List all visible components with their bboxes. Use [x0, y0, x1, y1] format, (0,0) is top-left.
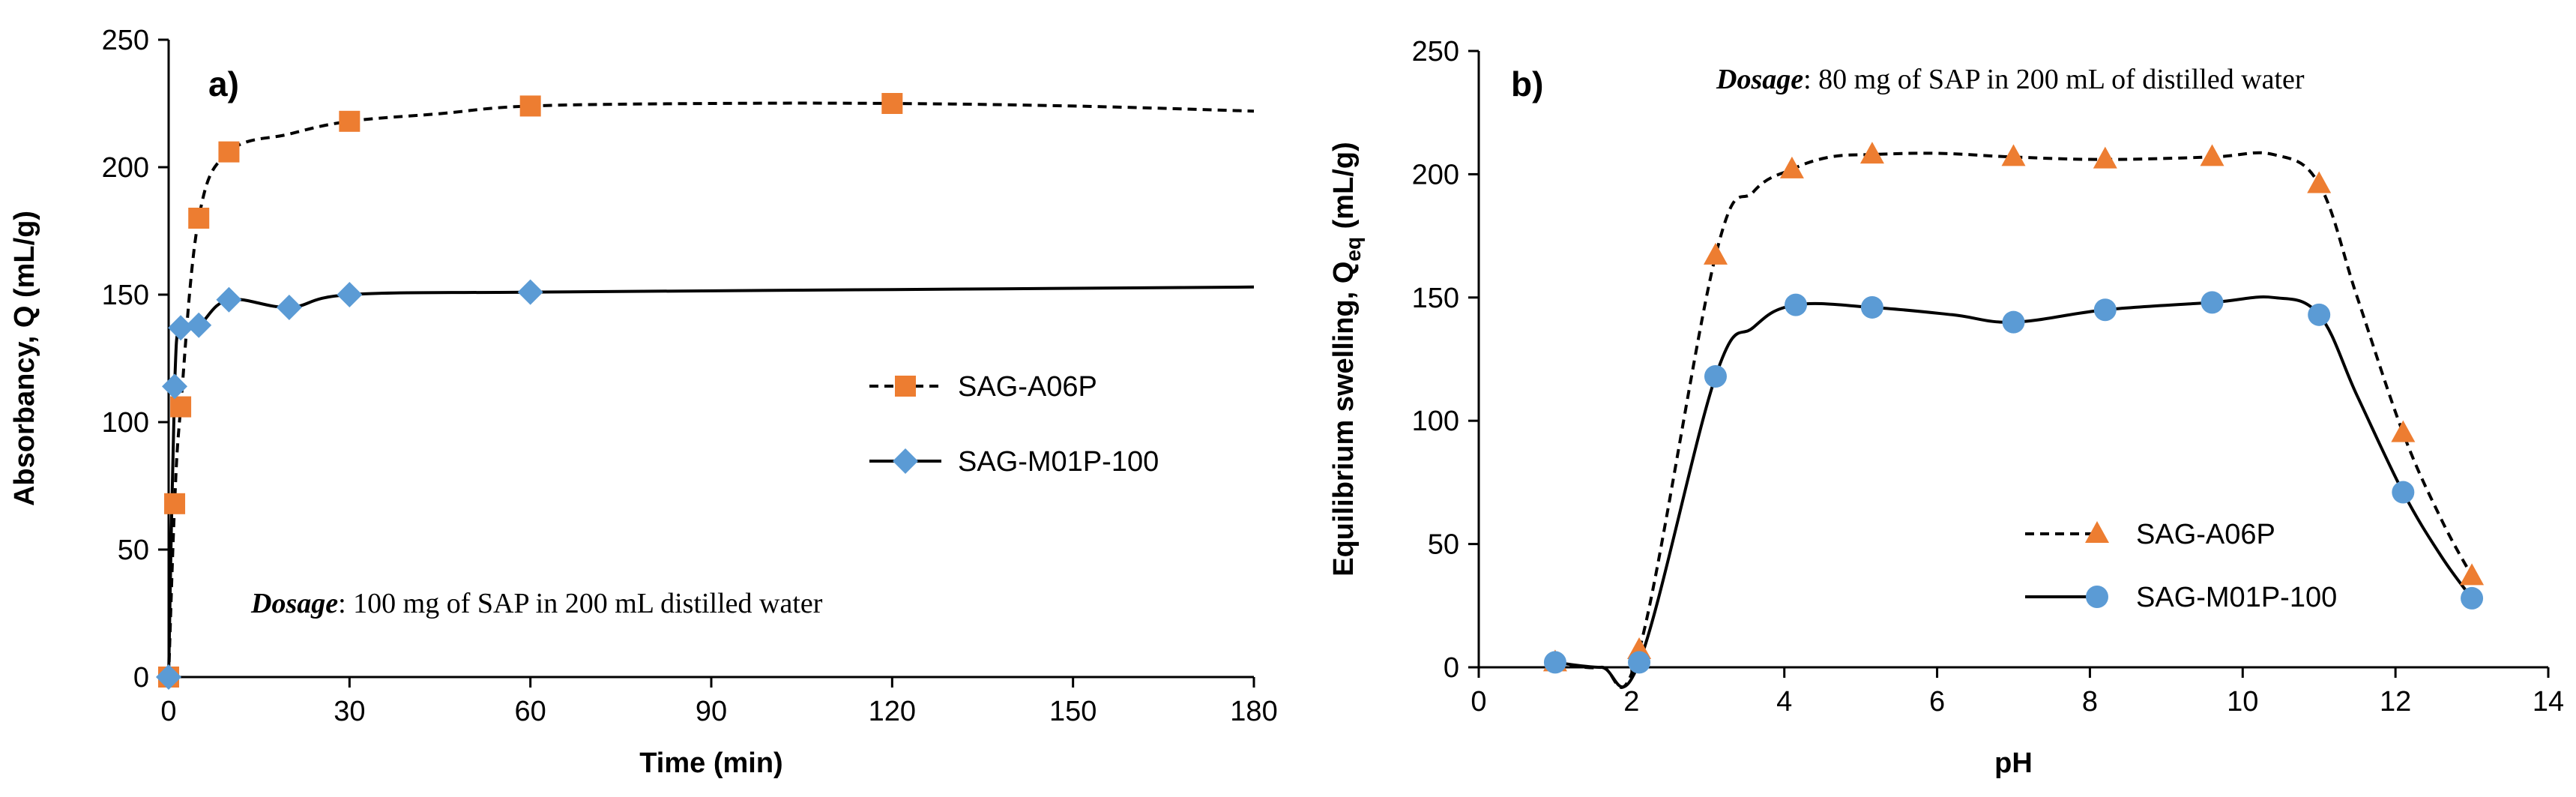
x-tick-label: 90: [696, 696, 727, 727]
legend-marker: [2086, 586, 2108, 608]
data-point-sag-a06p: [519, 95, 541, 117]
x-tick-label: 8: [2082, 686, 2098, 718]
legend-marker: [895, 376, 916, 397]
data-point-sag-m01p-100: [2392, 481, 2415, 504]
y-axis-title: Equilibrium swelling, Qeq (mL/g): [1328, 142, 1365, 576]
dosage-annotation: Dosage: 80 mg of SAP in 200 mL of distil…: [1716, 64, 2305, 95]
data-point-sag-a06p: [1703, 242, 1728, 265]
x-tick-label: 180: [1230, 696, 1277, 727]
data-point-sag-a06p: [2460, 563, 2485, 586]
data-point-sag-m01p-100: [216, 286, 242, 313]
y-tick-label: 250: [102, 25, 149, 56]
y-tick-label: 150: [1412, 283, 1459, 314]
data-point-sag-m01p-100: [156, 664, 181, 690]
x-tick-label: 6: [1929, 686, 1945, 718]
y-axis-title: Absorbancy, Q (mL/g): [9, 211, 40, 506]
data-point-sag-m01p-100: [276, 295, 302, 320]
y-tick-label: 250: [1412, 36, 1459, 67]
chart-panel-b: 0 2 4 6 8 10 12 14 0 50 100 150 200 250 pH Equilibrium …: [1328, 36, 2564, 779]
series-line-sag-m01p-100: [1554, 295, 2473, 689]
data-point-sag-a06p: [188, 208, 210, 229]
data-point-sag-m01p-100: [2461, 586, 2484, 610]
x-tick-label: 12: [2380, 686, 2411, 718]
data-point-sag-a06p: [2200, 144, 2224, 166]
data-point-sag-m01p-100: [337, 282, 363, 307]
legend-entry: SAG-M01P-100: [958, 446, 1159, 478]
data-point-sag-m01p-100: [1628, 651, 1651, 674]
data-point-sag-a06p: [164, 493, 186, 514]
data-point-sag-a06p: [2391, 420, 2416, 442]
x-tick-label: 120: [869, 696, 916, 727]
data-point-sag-a06p: [2093, 146, 2117, 169]
dosage-text: : 100 mg of SAP in 200 mL distilled wate…: [338, 588, 823, 619]
legend-marker: [2085, 521, 2109, 543]
data-point-sag-a06p: [881, 93, 903, 114]
y-tick-label: 200: [1412, 159, 1459, 190]
data-point-sag-a06p: [1859, 142, 1884, 164]
x-axis-title: Time (min): [639, 748, 782, 779]
data-point-sag-m01p-100: [517, 279, 543, 305]
x-tick-label: 14: [2533, 686, 2564, 718]
x-tick-label: 4: [1776, 686, 1792, 718]
x-tick-label: 30: [334, 696, 365, 727]
dosage-annotation: Dosage: 100 mg of SAP in 200 mL distille…: [250, 588, 823, 619]
y-axis-title-unit: (mL/g): [1328, 142, 1360, 237]
y-tick-label: 50: [118, 535, 149, 566]
legend-entry: SAG-A06P: [2136, 519, 2275, 550]
y-tick-label: 0: [133, 662, 149, 694]
data-point-sag-m01p-100: [1543, 651, 1566, 674]
series-line-sag-m01p-100: [167, 285, 1255, 678]
data-point-sag-m01p-100: [2002, 310, 2025, 334]
panel-label: b): [1511, 64, 1543, 103]
legend-entry: SAG-M01P-100: [2136, 582, 2337, 613]
data-point-sag-m01p-100: [1785, 293, 1808, 316]
data-point-sag-m01p-100: [2093, 298, 2117, 322]
y-tick-label: 200: [102, 152, 149, 184]
data-point-sag-a06p: [339, 110, 361, 132]
y-tick-label: 0: [1444, 652, 1459, 684]
series-line-sag-a06p: [1554, 151, 2473, 689]
x-tick-label: 60: [515, 696, 546, 727]
data-point-sag-m01p-100: [2201, 291, 2224, 314]
x-tick-label: 10: [2227, 686, 2258, 718]
y-tick-label: 150: [102, 280, 149, 311]
data-point-sag-m01p-100: [168, 315, 194, 341]
y-axis-title-sub: eq: [1342, 237, 1365, 262]
panel-label: a): [208, 64, 239, 103]
legend-marker: [893, 448, 918, 474]
x-axis-title: pH: [1994, 748, 2033, 779]
data-point-sag-m01p-100: [1704, 365, 1727, 388]
dosage-text: : 80 mg of SAP in 200 mL of distilled wa…: [1803, 64, 2305, 95]
x-tick-label: 150: [1049, 696, 1097, 727]
dosage-label: Dosage: [250, 588, 338, 619]
data-point-sag-m01p-100: [2308, 303, 2331, 326]
data-point-sag-a06p: [218, 141, 240, 163]
y-tick-label: 100: [1412, 406, 1459, 437]
x-tick-label: 0: [160, 696, 176, 727]
chart-panel-a: 0 30 60 90 120 150 180 0 50 100 150 200 250 Time (min…: [9, 25, 1278, 779]
y-tick-label: 50: [1428, 529, 1459, 561]
data-point-sag-a06p: [170, 396, 192, 418]
data-point-sag-m01p-100: [162, 373, 188, 400]
data-point-sag-a06p: [2001, 144, 2026, 166]
x-tick-label: 2: [1623, 686, 1639, 718]
data-point-sag-m01p-100: [1860, 295, 1883, 319]
dosage-label: Dosage: [1716, 64, 1803, 95]
x-tick-label: 0: [1471, 686, 1486, 718]
data-point-sag-m01p-100: [186, 312, 212, 338]
y-axis-title-main: Equilibrium swelling, Q: [1328, 262, 1360, 577]
data-point-sag-a06p: [2307, 171, 2332, 193]
y-tick-label: 100: [102, 407, 149, 439]
data-point-sag-a06p: [1779, 156, 1804, 178]
legend-entry: SAG-A06P: [958, 371, 1097, 403]
